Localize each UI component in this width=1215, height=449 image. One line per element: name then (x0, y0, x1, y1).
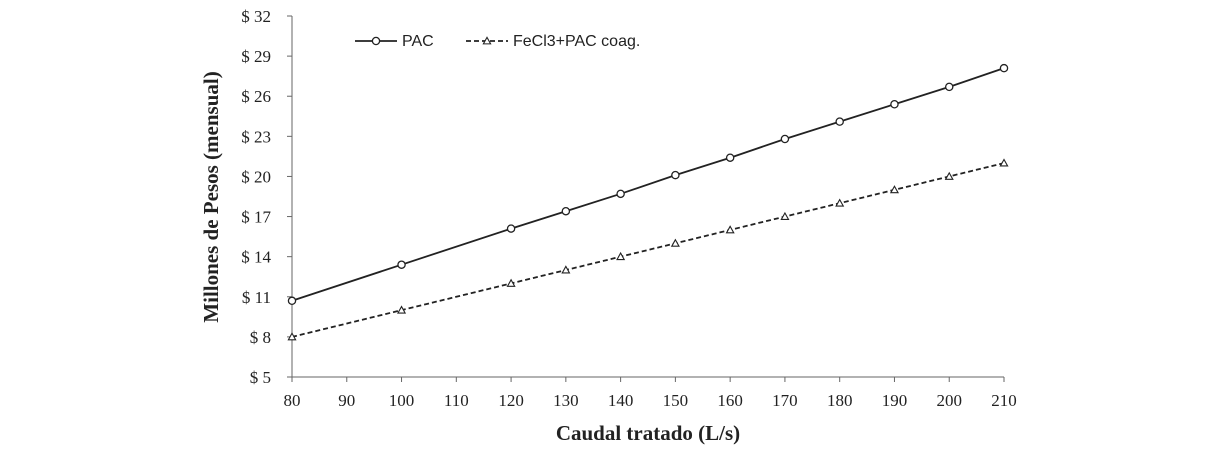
x-tick-label: 110 (444, 391, 469, 410)
data-point (999, 63, 1009, 73)
data-point (725, 225, 735, 234)
x-tick-label: 140 (608, 391, 634, 410)
data-point (780, 211, 790, 220)
legend-item: PAC (355, 33, 434, 50)
y-tick-label: $ 26 (241, 87, 271, 106)
x-tick-label: 120 (498, 391, 524, 410)
x-tick-label: 180 (827, 391, 853, 410)
data-point (397, 260, 406, 269)
data-point (616, 189, 625, 199)
data-point (999, 158, 1009, 167)
y-tick-label: $ 29 (241, 47, 271, 66)
data-point (725, 153, 735, 162)
data-point (890, 99, 899, 109)
legend-label: PAC (402, 33, 434, 50)
legend-marker (482, 36, 492, 45)
data-point (506, 278, 516, 287)
data-point (397, 305, 407, 314)
data-point (835, 198, 845, 207)
data-point (671, 170, 680, 180)
y-tick-label: $ 11 (242, 288, 271, 307)
y-tick-label: $ 32 (241, 7, 271, 26)
series-layer (287, 63, 1009, 341)
x-tick-label: 100 (389, 391, 415, 410)
y-tick-label: $ 20 (241, 167, 271, 186)
data-point (670, 238, 680, 247)
data-point (287, 296, 297, 306)
legend-marker (371, 36, 381, 46)
x-tick-label: 130 (553, 391, 579, 410)
series-line (291, 67, 1005, 302)
legend-item: FeCl3+PAC coag. (466, 33, 640, 50)
x-tick-label: 160 (717, 391, 743, 410)
x-tick-label: 90 (338, 391, 355, 410)
data-point (780, 134, 790, 144)
x-tick-label: 150 (663, 391, 689, 410)
data-point (889, 185, 899, 194)
y-tick-label: $ 14 (241, 248, 271, 267)
data-point (835, 117, 844, 126)
series-1 (287, 63, 1009, 306)
data-point (561, 206, 571, 216)
y-tick-label: $ 8 (250, 328, 271, 347)
x-tick-labels: 80 90 100 110 120 130 140 150 160 170 180 190 200 210 (284, 391, 1017, 410)
x-axis-title: Caudal tratado (L/s) (556, 421, 740, 445)
legend: PAC FeCl3+PAC coag. (355, 33, 640, 50)
y-axis-title: Millones de Pesos (mensual) (199, 71, 223, 322)
legend-label: FeCl3+PAC coag. (513, 33, 640, 50)
y-tick-label: $ 17 (241, 208, 271, 227)
x-tick-label: 190 (882, 391, 908, 410)
x-tick-label: 210 (991, 391, 1017, 410)
data-point (944, 171, 954, 180)
y-tick-labels: $ 5 $ 8 $ 11 $ 14 $ 17 $ 20 $ 23 $ 26 $ 29 $ 32 (241, 7, 271, 387)
series-2 (287, 158, 1009, 341)
x-tick-label: 80 (284, 391, 301, 410)
axes (287, 15, 1005, 382)
x-tick-label: 170 (772, 391, 798, 410)
data-point (506, 224, 516, 233)
x-tick-label: 200 (936, 391, 962, 410)
data-point (561, 265, 571, 274)
data-point (287, 332, 297, 341)
y-tick-label: $ 23 (241, 127, 271, 146)
data-point (944, 82, 954, 92)
y-tick-label: $ 5 (250, 368, 271, 387)
data-point (616, 251, 626, 261)
